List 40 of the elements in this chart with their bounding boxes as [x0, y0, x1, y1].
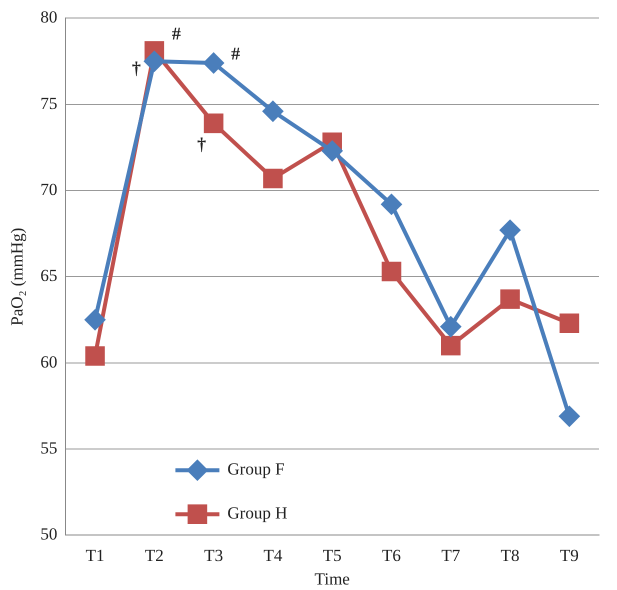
x-tick-label: T5 [322, 546, 342, 565]
x-tick-label: T4 [263, 546, 283, 565]
x-tick-label: T6 [382, 546, 401, 565]
annotation: † [132, 58, 141, 78]
x-tick-label: T9 [560, 546, 579, 565]
point [263, 168, 283, 188]
point [85, 346, 105, 366]
legend-label: Group F [227, 460, 285, 479]
point [440, 316, 461, 337]
point [500, 220, 520, 240]
x-axis-title: Time [314, 569, 350, 588]
point [560, 313, 580, 334]
point [262, 101, 283, 122]
annotation: # [231, 44, 240, 64]
point [441, 336, 461, 356]
y-axis-title: PaO₂ (mmHg) [8, 228, 27, 326]
point [381, 194, 402, 214]
annotation: † [197, 134, 206, 154]
x-tick-label: T2 [144, 546, 164, 565]
point [144, 51, 164, 72]
annotation: # [172, 24, 181, 44]
point [500, 289, 520, 309]
x-tick-label: T8 [500, 546, 520, 565]
y-tick-label: 60 [40, 352, 58, 372]
y-tick-label: 55 [40, 438, 58, 458]
point [382, 262, 402, 282]
legend-label: Group H [227, 504, 288, 523]
point [204, 114, 224, 134]
x-tick-label: T1 [86, 546, 104, 565]
x-tick-label: T7 [441, 546, 461, 565]
y-tick-label: 80 [40, 8, 58, 27]
point [322, 140, 342, 161]
y-tick-label: 65 [40, 266, 58, 286]
y-tick-label: 70 [40, 180, 58, 199]
point [85, 310, 106, 330]
y-tick-label: 50 [40, 524, 58, 544]
point [204, 53, 224, 74]
x-tick-label: T3 [204, 546, 224, 565]
y-tick-label: 75 [40, 94, 58, 113]
point [559, 406, 580, 426]
